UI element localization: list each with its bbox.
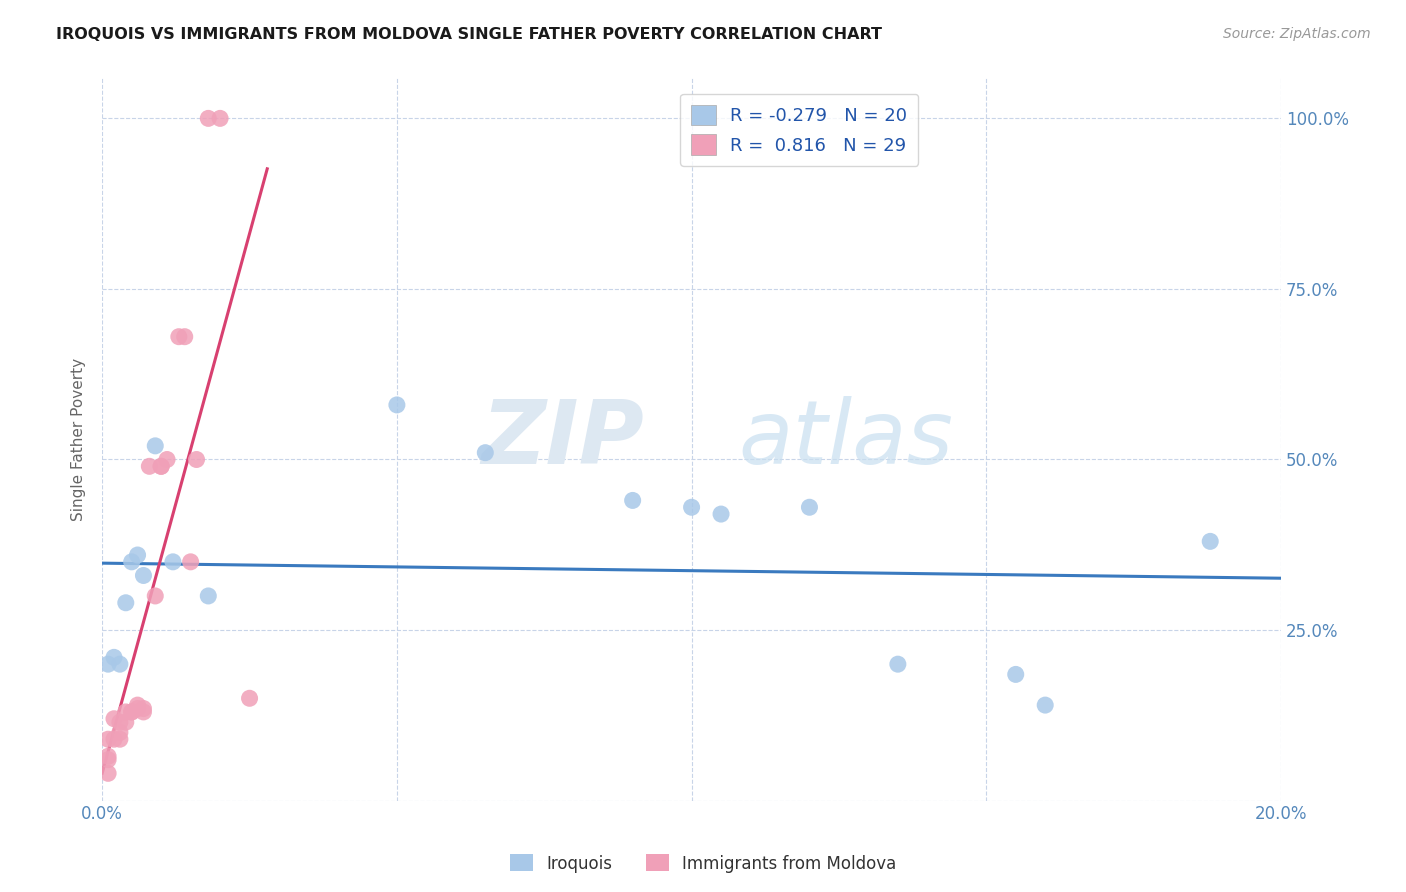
Point [127, 698, 149, 712]
Text: ZIP: ZIP [482, 395, 644, 483]
Legend: Iroquois, Immigrants from Moldova: Iroquois, Immigrants from Moldova [503, 847, 903, 880]
Point [799, 500, 821, 515]
Point [621, 493, 644, 508]
Point [186, 452, 208, 467]
Point [209, 112, 232, 126]
Point [197, 112, 219, 126]
Point [97, 732, 120, 747]
Point [127, 701, 149, 715]
Point [132, 701, 155, 715]
Point [1004, 667, 1026, 681]
Point [681, 500, 703, 515]
Point [114, 705, 136, 719]
Text: Source: ZipAtlas.com: Source: ZipAtlas.com [1223, 27, 1371, 41]
Point [162, 555, 184, 569]
Point [474, 445, 496, 459]
Point [143, 589, 166, 603]
Text: IROQUOIS VS IMMIGRANTS FROM MOLDOVA SINGLE FATHER POVERTY CORRELATION CHART: IROQUOIS VS IMMIGRANTS FROM MOLDOVA SING… [56, 27, 882, 42]
Point [1199, 534, 1222, 549]
Point [97, 766, 120, 780]
Point [173, 329, 195, 343]
Point [1033, 698, 1056, 712]
Text: atlas: atlas [738, 396, 953, 482]
Point [238, 691, 260, 706]
Point [138, 459, 160, 474]
Point [197, 589, 219, 603]
Legend: R = -0.279   N = 20, R =  0.816   N = 29: R = -0.279 N = 20, R = 0.816 N = 29 [681, 94, 918, 166]
Point [103, 712, 125, 726]
Point [150, 459, 173, 474]
Point [121, 555, 143, 569]
Point [114, 715, 136, 730]
Y-axis label: Single Father Poverty: Single Father Poverty [72, 358, 86, 521]
Point [108, 725, 131, 739]
Point [108, 732, 131, 747]
Point [385, 398, 408, 412]
Point [108, 715, 131, 730]
Point [108, 657, 131, 672]
Point [121, 705, 143, 719]
Point [150, 459, 173, 474]
Point [97, 657, 120, 672]
Point [97, 749, 120, 764]
Point [97, 753, 120, 767]
Point [132, 568, 155, 582]
Point [127, 548, 149, 562]
Point [121, 705, 143, 719]
Point [167, 329, 190, 343]
Point [103, 650, 125, 665]
Point [887, 657, 910, 672]
Point [103, 732, 125, 747]
Point [132, 705, 155, 719]
Point [156, 452, 179, 467]
Point [180, 555, 202, 569]
Point [143, 439, 166, 453]
Point [710, 507, 733, 521]
Point [114, 596, 136, 610]
